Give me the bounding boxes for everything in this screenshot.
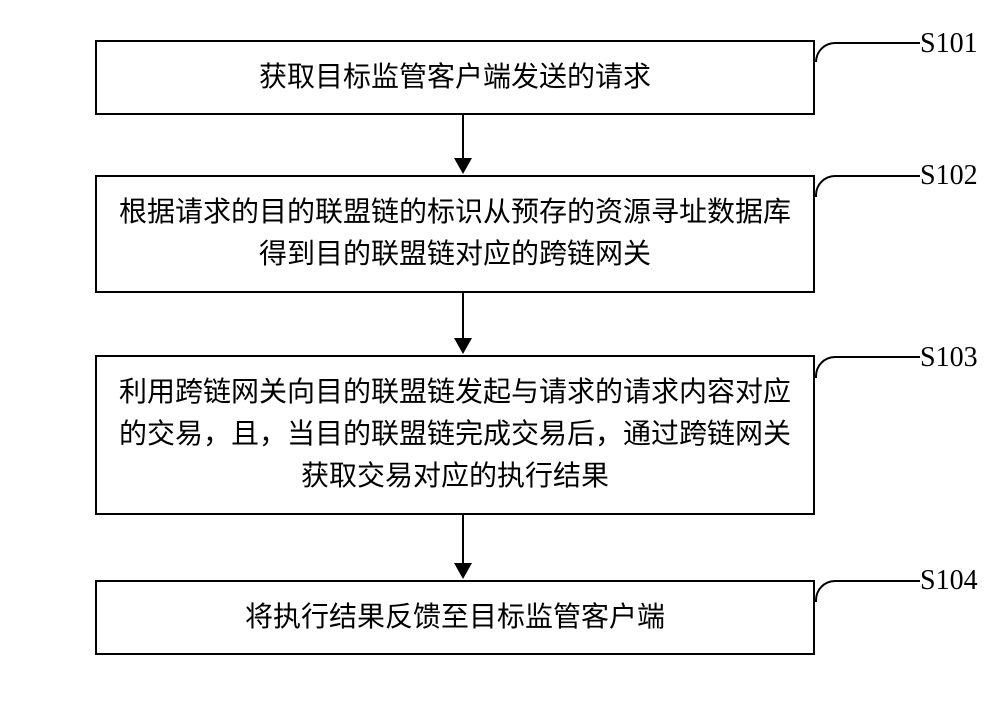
connector-s103 [815,356,920,378]
step-label-s102: S102 [920,160,978,192]
step-text-s102: 根据请求的目的联盟链的标识从预存的资源寻址数据库得到目的联盟链对应的跨链网关 [113,192,797,276]
step-box-s103: 利用跨链网关向目的联盟链发起与请求的请求内容对应的交易，且，当目的联盟链完成交易… [95,355,815,515]
step-label-s104: S104 [920,565,978,597]
connector-s104 [815,580,920,602]
arrow-line-3 [462,515,464,563]
arrow-head-3 [454,563,472,579]
arrow-3 [454,515,472,579]
arrow-line-1 [462,115,464,158]
step-text-s104: 将执行结果反馈至目标监管客户端 [245,597,665,639]
connector-s101 [815,42,920,62]
flowchart-container: 获取目标监管客户端发送的请求 S101 根据请求的目的联盟链的标识从预存的资源寻… [20,20,980,681]
step-box-s101: 获取目标监管客户端发送的请求 [95,40,815,115]
step-box-s102: 根据请求的目的联盟链的标识从预存的资源寻址数据库得到目的联盟链对应的跨链网关 [95,175,815,293]
arrow-1 [454,115,472,174]
step-text-s101: 获取目标监管客户端发送的请求 [259,57,651,99]
arrow-line-2 [462,293,464,338]
connector-s102 [815,175,920,197]
step-label-s103: S103 [920,342,978,374]
arrow-2 [454,293,472,354]
step-label-s101: S101 [920,28,978,60]
step-box-s104: 将执行结果反馈至目标监管客户端 [95,580,815,655]
arrow-head-2 [454,338,472,354]
step-text-s103: 利用跨链网关向目的联盟链发起与请求的请求内容对应的交易，且，当目的联盟链完成交易… [113,372,797,498]
arrow-head-1 [454,158,472,174]
